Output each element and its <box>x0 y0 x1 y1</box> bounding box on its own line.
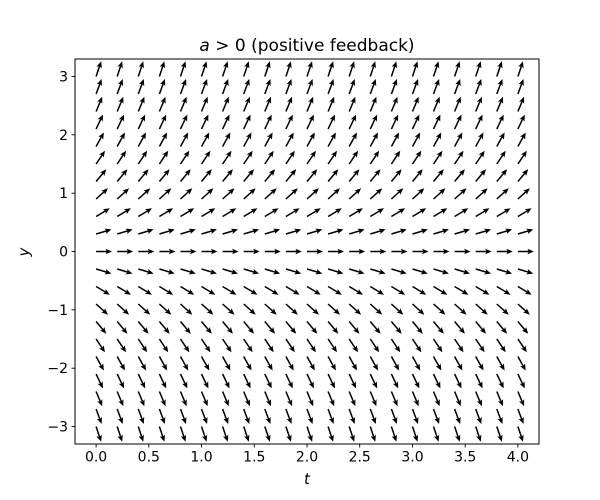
chart-title: a > 0 (positive feedback) <box>199 36 414 56</box>
y-tick-label: −3 <box>47 420 68 436</box>
x-tick-label: 3.5 <box>454 450 476 466</box>
y-axis-label: y <box>15 246 33 257</box>
x-tick-label: 1.0 <box>190 450 212 466</box>
x-tick-label: 2.0 <box>296 450 318 466</box>
x-axis-label: t <box>304 470 311 488</box>
x-tick-label: 0.0 <box>85 450 107 466</box>
title-math-part: a <box>199 36 209 56</box>
title-text-part: > 0 (positive feedback) <box>210 36 415 56</box>
x-tick-label: 4.0 <box>507 450 529 466</box>
x-tick-label: 3.0 <box>401 450 423 466</box>
arrow-shafts <box>95 65 529 438</box>
y-tick-label: 2 <box>59 128 68 144</box>
arrow-heads <box>96 61 534 442</box>
y-tick-label: 3 <box>59 70 68 86</box>
vector-field <box>95 61 534 442</box>
y-tick-label: −2 <box>47 361 68 377</box>
x-tick-label: 2.5 <box>349 450 371 466</box>
y-tick-label: −1 <box>47 303 68 319</box>
plot-group: 0.0 0.5 1.0 1.5 2.0 2.5 3.0 3.5 4.0 −3 −2 −1 0 1 2 3 <box>47 58 540 466</box>
y-tick-label: 1 <box>59 186 68 202</box>
x-tick-label: 1.5 <box>243 450 265 466</box>
x-tick-label: 0.5 <box>138 450 160 466</box>
y-tick-label: 0 <box>59 245 68 261</box>
